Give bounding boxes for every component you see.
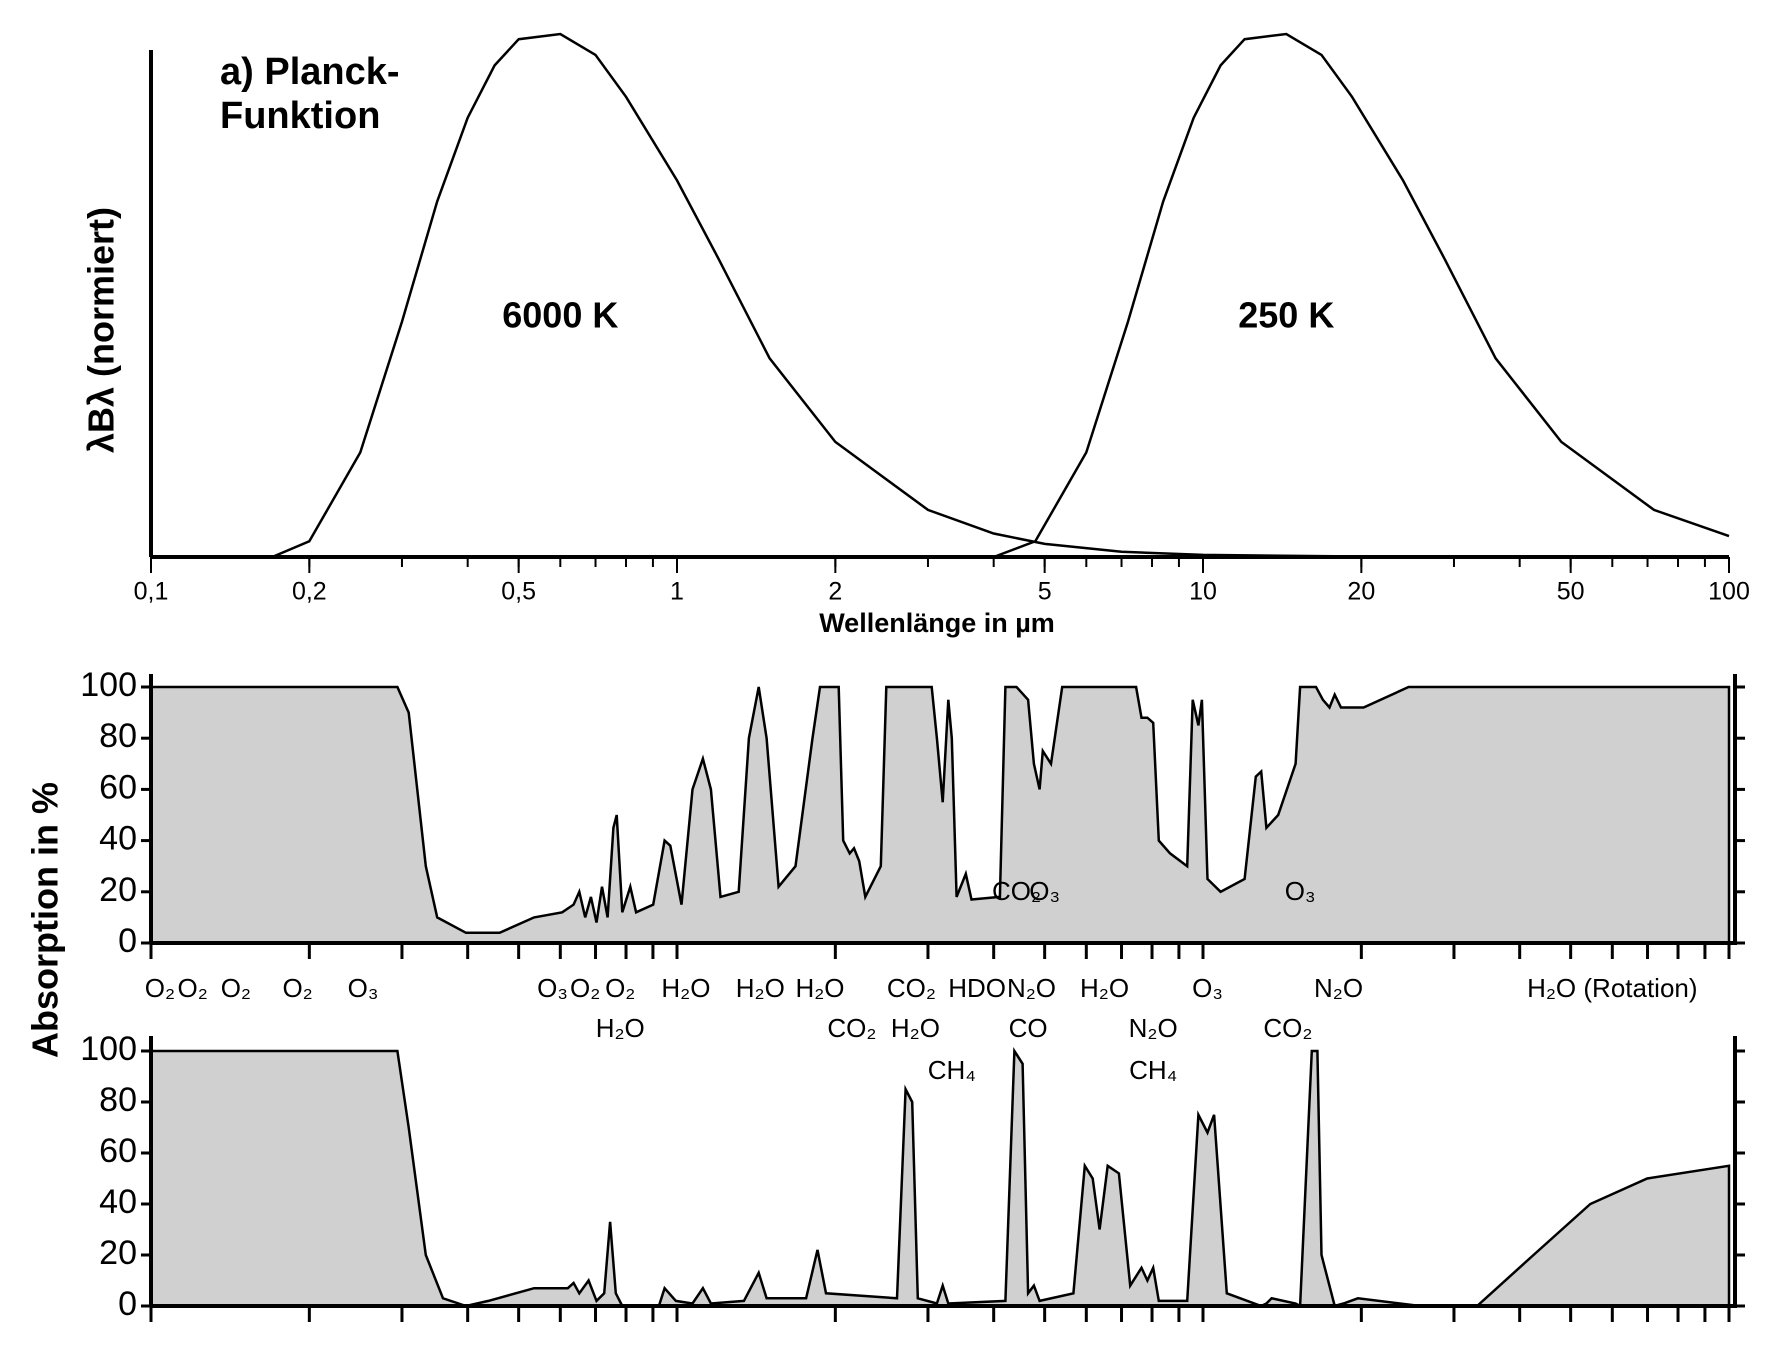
x-tick-label: 100 <box>1708 578 1750 606</box>
molecule-label: H₂O <box>891 1013 940 1043</box>
molecule-label: O₃ <box>1192 973 1223 1003</box>
y-tick-label: 0 <box>118 1285 137 1323</box>
y-tick-label: 80 <box>99 717 137 755</box>
molecule-label: HDO <box>948 973 1006 1003</box>
molecule-label: H₂O (Rotation) <box>1527 973 1697 1003</box>
series-label: 250 K <box>1238 295 1334 336</box>
molecule-label: O₃ <box>537 973 568 1003</box>
x-axis-label: Wellenlänge in µm <box>819 608 1055 638</box>
x-tick-label: 5 <box>1038 578 1052 606</box>
x-tick-label: 2 <box>828 578 842 606</box>
molecule-label: O₂ <box>221 973 251 1003</box>
y-tick-label: 100 <box>80 666 137 704</box>
x-tick-label: 1 <box>670 578 684 606</box>
molecule-label: CO₂ <box>887 973 936 1003</box>
y-tick-label: 0 <box>118 922 137 960</box>
molecule-label: CO₂ <box>827 1013 876 1043</box>
molecule-label: N₂O <box>1007 973 1056 1003</box>
x-tick-label: 20 <box>1347 578 1375 606</box>
molecule-label: H₂O <box>795 973 844 1003</box>
molecule-label: O₂ <box>177 973 207 1003</box>
panel-title: Funktion <box>220 95 380 137</box>
x-tick-label: 10 <box>1189 578 1217 606</box>
y-tick-label: 60 <box>99 768 137 806</box>
molecule-label: CO <box>1009 1013 1048 1043</box>
planck-curve <box>993 32 1730 559</box>
absorption-area <box>149 685 1731 945</box>
molecule-label: H₂O <box>661 973 710 1003</box>
molecule-label: O₃ <box>1285 876 1316 906</box>
absorption-area <box>149 1046 1731 1309</box>
molecule-label: H₂O <box>1080 973 1129 1003</box>
molecule-label: CH₄ <box>928 1055 976 1085</box>
x-tick-label: 50 <box>1557 578 1585 606</box>
molecule-label: O₃ <box>1029 876 1060 906</box>
molecule-label: H₂O <box>596 1013 645 1043</box>
molecule-label: O₂ <box>145 973 175 1003</box>
planck-curve <box>151 32 1730 559</box>
molecule-label: O₂ <box>605 973 635 1003</box>
y-tick-label: 60 <box>99 1132 137 1170</box>
molecule-label: N₂O <box>1129 1013 1178 1043</box>
y-axis-label: Absorption in % <box>25 782 66 1058</box>
molecule-label: CO₂ <box>992 876 1041 906</box>
molecule-label: O₂ <box>570 973 600 1003</box>
panel-title: a) Planck- <box>220 51 400 93</box>
y-tick-label: 40 <box>99 820 137 858</box>
y-axis-label: λBλ (normiert) <box>81 207 122 453</box>
molecule-label: CO₂ <box>1263 1013 1312 1043</box>
y-tick-label: 80 <box>99 1081 137 1119</box>
series-label: 6000 K <box>502 295 618 336</box>
y-tick-label: 20 <box>99 871 137 909</box>
y-tick-label: 100 <box>80 1030 137 1068</box>
y-tick-label: 20 <box>99 1234 137 1272</box>
molecule-label: CH₄ <box>1129 1055 1177 1085</box>
x-tick-label: 0,5 <box>501 578 536 606</box>
molecule-label: N₂O <box>1314 973 1363 1003</box>
x-tick-label: 0,2 <box>292 578 327 606</box>
molecule-label: O₂ <box>282 973 312 1003</box>
y-tick-label: 40 <box>99 1183 137 1221</box>
molecule-label: H₂O <box>736 973 785 1003</box>
x-tick-label: 0,1 <box>134 578 169 606</box>
molecule-label: O₃ <box>348 973 379 1003</box>
